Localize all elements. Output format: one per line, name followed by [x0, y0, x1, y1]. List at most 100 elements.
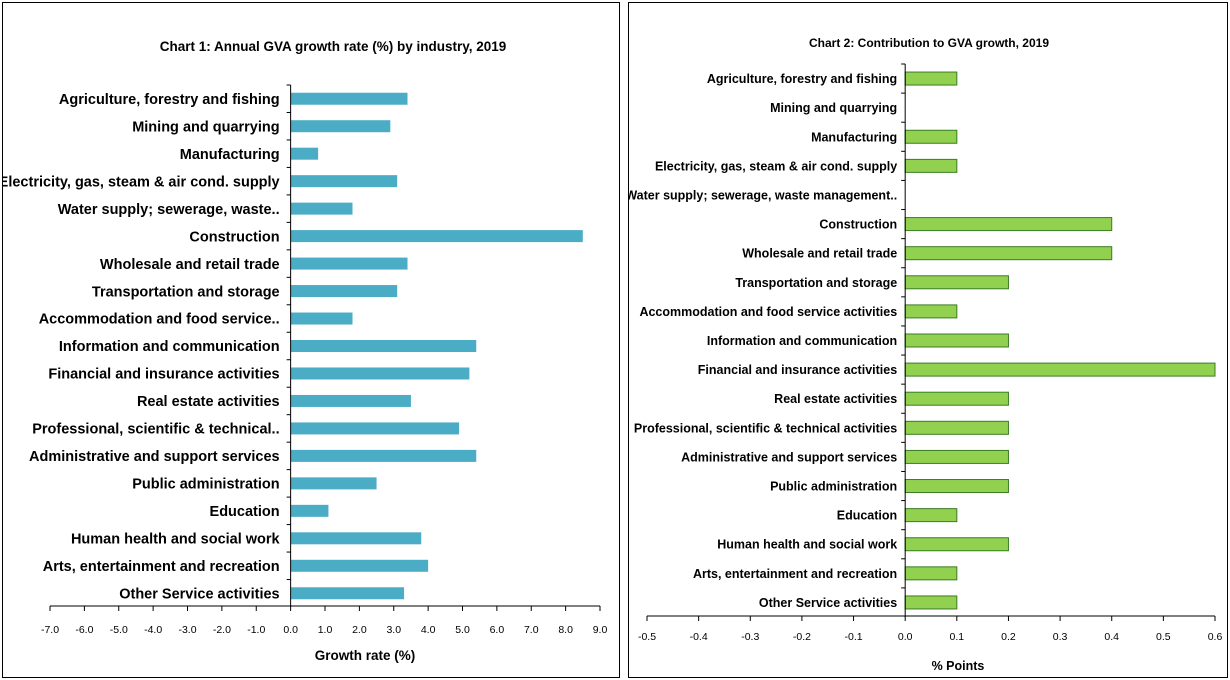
category-label: Information and communication	[707, 334, 897, 348]
bar	[904, 129, 958, 144]
category-label: Wholesale and retail trade	[742, 247, 897, 261]
bar	[290, 202, 353, 215]
bar	[290, 175, 398, 188]
x-tick-label: 0.0	[898, 631, 913, 643]
bar	[904, 246, 1113, 261]
x-tick-label: 4.0	[421, 624, 436, 636]
category-label: Electricity, gas, steam & air cond. supp…	[655, 159, 897, 173]
bar	[904, 275, 1009, 290]
category-label: Construction	[819, 218, 897, 232]
bar	[290, 367, 470, 380]
bar	[904, 537, 1009, 552]
x-tick-label: -0.2	[793, 631, 811, 643]
bar	[290, 147, 319, 160]
category-label: Accommodation and food service activitie…	[639, 305, 897, 319]
category-label: Financial and insurance activities	[48, 367, 279, 383]
category-label: Professional, scientific & technical..	[32, 422, 279, 438]
bar	[904, 391, 1009, 406]
bar	[904, 362, 1216, 377]
bar	[904, 71, 958, 86]
category-label: Agriculture, forestry and fishing	[59, 92, 280, 108]
x-tick-label: 6.0	[490, 624, 505, 636]
x-tick-label: -0.5	[638, 631, 656, 643]
bar	[290, 120, 391, 133]
category-label: Mining and quarrying	[132, 119, 279, 135]
category-label: Water supply; sewerage, waste management…	[629, 188, 897, 202]
category-label: Real estate activities	[137, 394, 280, 410]
x-tick-label: 0.1	[950, 631, 965, 643]
x-tick-label: -0.4	[690, 631, 708, 643]
category-label: Public administration	[132, 477, 279, 493]
bar	[290, 394, 411, 407]
x-tick-label: 3.0	[386, 624, 401, 636]
category-label: Information and communication	[59, 339, 280, 355]
x-tick-label: -1.0	[247, 624, 265, 636]
x-axis-label: Growth rate (%)	[315, 648, 416, 663]
category-label: Human health and social work	[717, 538, 897, 552]
bar	[904, 304, 958, 319]
category-label: Other Service activities	[759, 596, 897, 610]
x-tick-label: 5.0	[455, 624, 470, 636]
bar	[290, 422, 460, 435]
x-tick-label: 0.3	[1053, 631, 1068, 643]
category-label: Administrative and support services	[681, 450, 897, 464]
bar	[904, 479, 1009, 494]
x-tick-label: 0.2	[1001, 631, 1016, 643]
category-label: Education	[837, 509, 897, 523]
x-tick-label: -0.3	[741, 631, 759, 643]
category-label: Human health and social work	[71, 532, 281, 548]
bar	[290, 312, 353, 325]
category-label: Wholesale and retail trade	[100, 257, 280, 273]
chart-1-svg: Chart 1: Annual GVA growth rate (%) by i…	[3, 39, 608, 663]
category-label: Financial and insurance activities	[698, 363, 897, 377]
bar	[290, 230, 583, 243]
category-label: Accommodation and food service..	[39, 312, 280, 328]
x-tick-label: 9.0	[593, 624, 608, 636]
bar	[290, 257, 408, 270]
bar	[290, 92, 408, 105]
category-label: Public administration	[770, 480, 897, 494]
chart-1-title: Chart 1: Annual GVA growth rate (%) by i…	[160, 39, 507, 54]
category-label: Construction	[189, 229, 279, 245]
x-tick-label: 0.4	[1104, 631, 1119, 643]
category-label: Education	[210, 504, 280, 520]
x-tick-label: -6.0	[75, 624, 93, 636]
x-tick-label: 7.0	[524, 624, 539, 636]
x-tick-label: 0.5	[1156, 631, 1171, 643]
x-tick-label: -4.0	[144, 624, 162, 636]
category-label: Agriculture, forestry and fishing	[707, 72, 897, 86]
chart-2-panel: Chart 2: Contribution to GVA growth, 201…	[628, 2, 1228, 678]
bar	[904, 158, 958, 173]
x-axis-label: % Points	[932, 659, 985, 673]
bar	[290, 532, 422, 545]
bar	[290, 477, 377, 490]
category-label: Professional, scientific & technical act…	[634, 421, 897, 435]
chart-1-panel: Chart 1: Annual GVA growth rate (%) by i…	[2, 2, 620, 678]
bar	[904, 449, 1009, 464]
category-label: Other Service activities	[119, 586, 279, 602]
x-tick-label: 1.0	[318, 624, 333, 636]
x-tick-label: 8.0	[558, 624, 573, 636]
category-label: Manufacturing	[811, 130, 897, 144]
x-tick-label: -3.0	[178, 624, 196, 636]
bar	[904, 595, 958, 610]
category-label: Manufacturing	[180, 147, 280, 163]
x-tick-label: 2.0	[352, 624, 367, 636]
x-tick-label: -5.0	[110, 624, 128, 636]
category-label: Electricity, gas, steam & air cond. supp…	[3, 174, 280, 190]
bar	[904, 420, 1009, 435]
bar	[290, 340, 477, 352]
category-label: Mining and quarrying	[770, 101, 897, 115]
bar	[290, 285, 398, 298]
category-label: Arts, entertainment and recreation	[693, 567, 897, 581]
category-label: Real estate activities	[774, 392, 897, 406]
bar	[904, 508, 958, 523]
chart-2-svg: Chart 2: Contribution to GVA growth, 201…	[629, 36, 1222, 673]
x-tick-label: 0.0	[283, 624, 298, 636]
bar	[290, 504, 329, 517]
bar	[290, 587, 405, 600]
category-label: Arts, entertainment and recreation	[43, 559, 280, 575]
x-tick-label: -7.0	[41, 624, 59, 636]
x-tick-label: -0.1	[844, 631, 862, 643]
bar	[904, 217, 1113, 232]
